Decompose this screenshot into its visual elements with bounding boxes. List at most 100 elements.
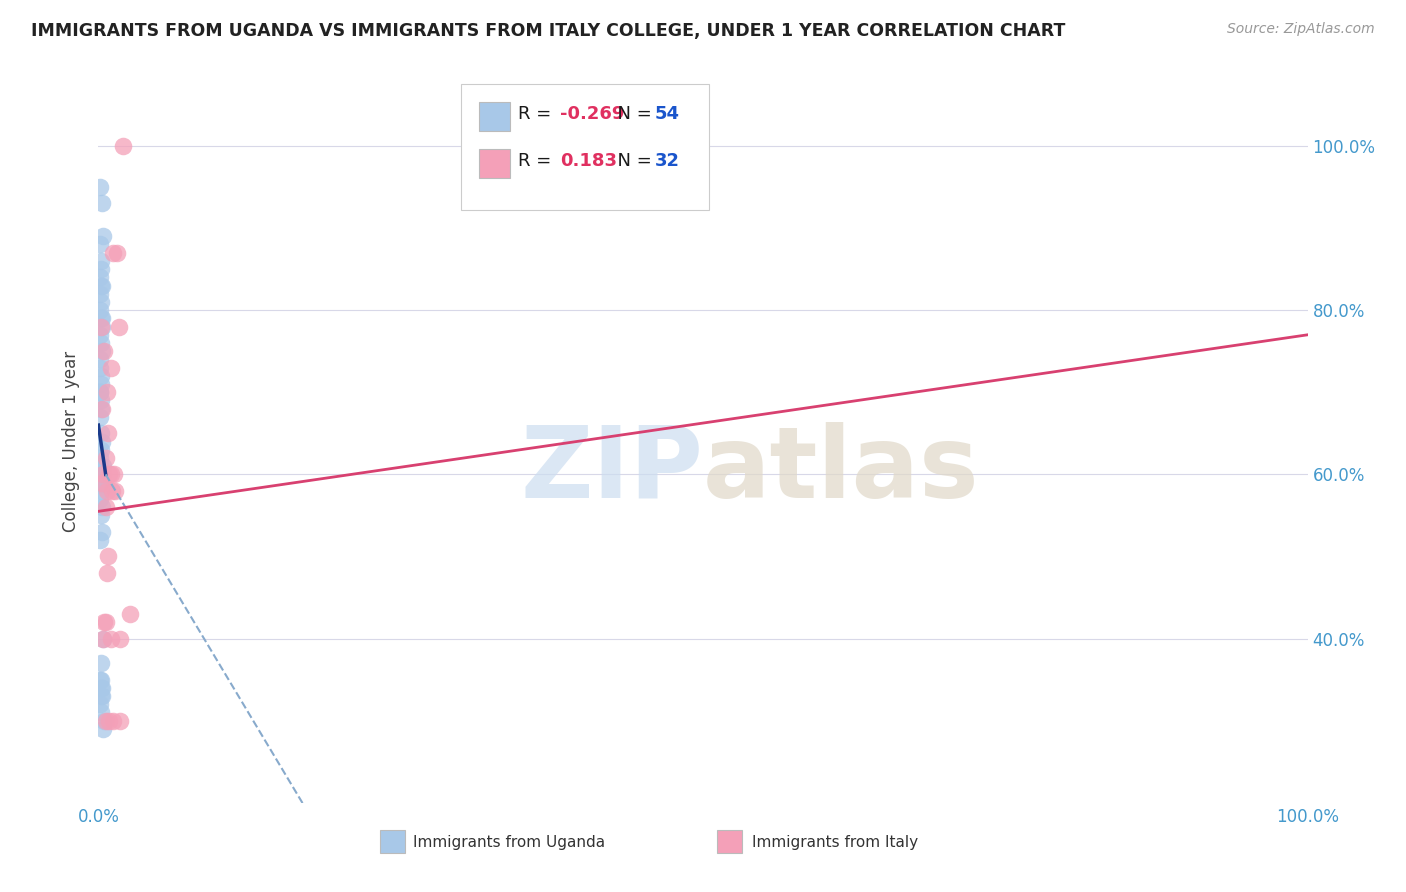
- Point: [91, 524, 114, 539]
- Text: ZIP: ZIP: [520, 422, 703, 519]
- Point: [100, 360, 122, 375]
- Point: [90, 681, 112, 695]
- Point: [108, 632, 131, 646]
- Point: [94, 500, 117, 515]
- Point: [90, 336, 112, 351]
- Point: [101, 245, 124, 260]
- Point: [91, 632, 114, 646]
- Point: [89, 385, 111, 400]
- Point: [90, 278, 112, 293]
- Point: [91, 344, 114, 359]
- Point: [89, 459, 111, 474]
- Point: [101, 714, 124, 728]
- Point: [105, 245, 128, 260]
- Point: [89, 475, 111, 490]
- Text: IMMIGRANTS FROM UGANDA VS IMMIGRANTS FROM ITALY COLLEGE, UNDER 1 YEAR CORRELATIO: IMMIGRANTS FROM UGANDA VS IMMIGRANTS FRO…: [31, 22, 1066, 40]
- Point: [90, 319, 112, 334]
- Text: Immigrants from Italy: Immigrants from Italy: [752, 836, 918, 850]
- Point: [89, 237, 111, 252]
- Text: Immigrants from Uganda: Immigrants from Uganda: [413, 836, 606, 850]
- Point: [98, 467, 121, 482]
- Point: [90, 401, 112, 416]
- Point: [91, 319, 114, 334]
- Point: [94, 714, 117, 728]
- Text: N =: N =: [606, 153, 658, 170]
- FancyBboxPatch shape: [479, 149, 509, 178]
- Point: [90, 253, 112, 268]
- Point: [100, 467, 122, 482]
- Point: [90, 442, 112, 457]
- Point: [100, 483, 122, 498]
- Point: [89, 286, 111, 301]
- Point: [89, 450, 111, 465]
- Point: [90, 377, 112, 392]
- Point: [96, 483, 118, 498]
- Point: [89, 352, 111, 367]
- Text: atlas: atlas: [703, 422, 980, 519]
- Point: [89, 180, 111, 194]
- Text: R =: R =: [517, 153, 557, 170]
- Point: [94, 615, 117, 630]
- Point: [90, 706, 112, 720]
- Point: [90, 475, 112, 490]
- Point: [90, 295, 112, 310]
- Point: [91, 722, 114, 736]
- Point: [89, 673, 111, 687]
- Point: [91, 278, 114, 293]
- Point: [108, 319, 131, 334]
- Text: 54: 54: [655, 105, 679, 123]
- Point: [89, 409, 111, 424]
- Point: [90, 368, 112, 383]
- Point: [100, 632, 122, 646]
- Point: [98, 714, 121, 728]
- Point: [89, 385, 111, 400]
- Point: [108, 714, 131, 728]
- Point: [89, 327, 111, 342]
- Text: R =: R =: [517, 105, 557, 123]
- Point: [97, 549, 120, 564]
- FancyBboxPatch shape: [479, 102, 509, 131]
- Point: [89, 360, 111, 375]
- Point: [90, 689, 112, 703]
- Point: [89, 491, 111, 506]
- Point: [90, 483, 112, 498]
- Point: [90, 657, 112, 671]
- Point: [90, 393, 112, 408]
- Point: [103, 467, 125, 482]
- Point: [90, 262, 112, 277]
- Point: [91, 434, 114, 449]
- FancyBboxPatch shape: [461, 84, 709, 211]
- Point: [96, 566, 118, 580]
- Point: [91, 196, 114, 211]
- Point: [89, 303, 111, 318]
- Point: [91, 689, 114, 703]
- Point: [91, 475, 114, 490]
- Point: [90, 467, 112, 482]
- Point: [96, 385, 118, 400]
- Point: [111, 139, 134, 153]
- Y-axis label: College, Under 1 year: College, Under 1 year: [62, 351, 80, 533]
- Point: [91, 459, 114, 474]
- Text: -0.269: -0.269: [561, 105, 624, 123]
- Text: Source: ZipAtlas.com: Source: ZipAtlas.com: [1227, 22, 1375, 37]
- Text: N =: N =: [606, 105, 658, 123]
- Point: [91, 311, 114, 326]
- Point: [90, 426, 112, 441]
- Point: [97, 426, 120, 441]
- Point: [89, 270, 111, 285]
- Point: [91, 467, 114, 482]
- Point: [118, 607, 141, 621]
- Point: [90, 673, 112, 687]
- Point: [91, 401, 114, 416]
- Point: [93, 714, 115, 728]
- Point: [89, 698, 111, 712]
- Point: [90, 311, 112, 326]
- Point: [89, 533, 111, 547]
- Point: [93, 615, 115, 630]
- Point: [91, 500, 114, 515]
- Point: [94, 450, 117, 465]
- Text: 0.183: 0.183: [561, 153, 617, 170]
- Point: [90, 508, 112, 523]
- Text: 32: 32: [655, 153, 679, 170]
- Point: [104, 483, 127, 498]
